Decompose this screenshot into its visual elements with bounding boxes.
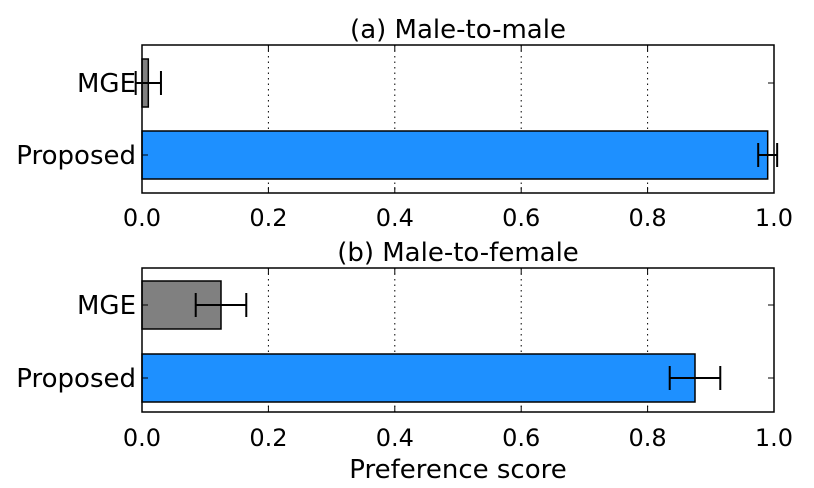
x-axis-label: Preference score (349, 455, 567, 485)
x-tick-label: 0.2 (249, 204, 287, 232)
x-tick-label: 0.6 (502, 204, 540, 232)
x-tick-label: 0.8 (629, 204, 667, 232)
x-tick-label: 0.4 (376, 424, 414, 452)
panel-b-title: (b) Male-to-female (337, 238, 579, 268)
x-tick-label: 1.0 (755, 424, 793, 452)
bar-proposed (141, 130, 769, 180)
x-tick-label: 0.6 (502, 424, 540, 452)
panel-a-title: (a) Male-to-male (350, 15, 566, 45)
y-tick-label: MGE (77, 291, 136, 321)
y-tick-label: Proposed (16, 364, 136, 394)
y-tick-label: Proposed (16, 141, 136, 171)
bar-proposed (141, 353, 696, 403)
panel-male-to-male: (a) Male-to-male 0.0 0.2 0.4 0.6 0.8 1.0 MGE Pr… (16, 15, 793, 232)
x-tick-label: 0.0 (123, 204, 161, 232)
x-tick-label: 0.8 (629, 424, 667, 452)
panel-a-frame (141, 44, 775, 194)
x-tick-label: 1.0 (755, 204, 793, 232)
panel-b-frame (141, 267, 775, 413)
x-tick-label: 0.2 (249, 424, 287, 452)
panel-male-to-female: (b) Male-to-female 0.0 0.2 0.4 0.6 0.8 1.0 MGE… (16, 238, 793, 452)
x-tick-label: 0.4 (376, 204, 414, 232)
y-tick-label: MGE (77, 69, 136, 99)
x-tick-label: 0.0 (123, 424, 161, 452)
